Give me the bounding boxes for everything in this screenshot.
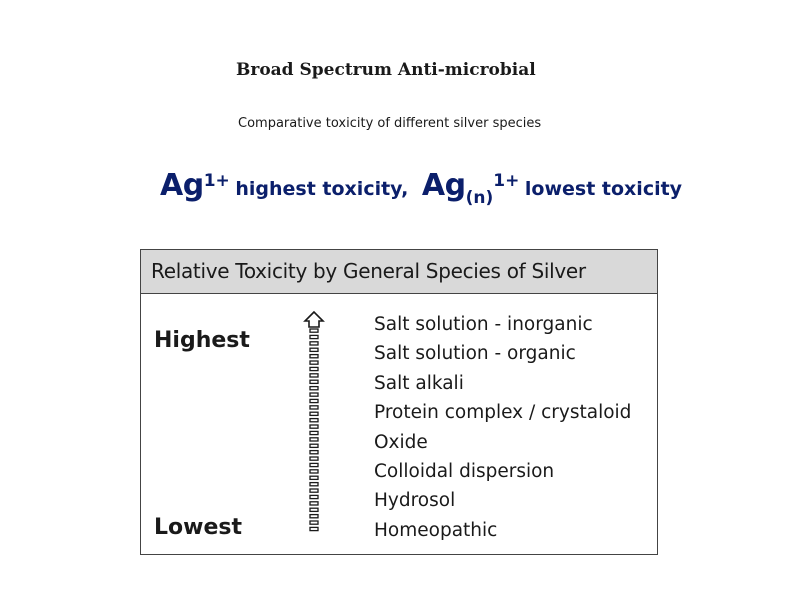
arrow-dash [309,430,319,436]
arrow-dash [309,334,319,340]
highest-toxicity-text: highest toxicity, [235,178,409,200]
arrow-dash [309,494,319,500]
arrow-dash [309,526,319,532]
arrow-dash [309,481,319,487]
arrow-dash [309,462,319,468]
arrow-dash [309,424,319,429]
arrow-dash [309,501,319,506]
silver-ion-symbol: Ag [160,168,204,203]
arrow-dash [309,417,319,423]
arrow-dash [309,520,319,525]
arrow-dash [309,328,319,333]
silver-ion-charge: 1+ [203,170,230,191]
arrow-dash [309,475,319,481]
arrow-dash [309,379,319,385]
page-subtitle: Comparative toxicity of different silver… [238,116,542,131]
silver-cluster-charge: 1+ [493,170,520,191]
arrow-dash [309,437,319,442]
lowest-label: Lowest [154,515,242,540]
arrow-dash [309,385,319,391]
arrow-dash [309,398,319,404]
arrow-dash [309,405,319,410]
arrow-dash [309,347,319,353]
list-item: Salt solution - organic [374,343,576,365]
arrow-dash [309,456,319,461]
arrow-dash [309,353,319,359]
species-list: Salt solution - inorganic Salt solution … [374,310,631,545]
arrow-dash [309,507,319,513]
arrow-dash [309,488,319,493]
silver-cluster-symbol: Ag [421,168,466,203]
list-item: Hydrosol [374,490,456,512]
list-item: Salt alkali [374,372,464,394]
arrow-dash [309,360,319,365]
arrow-dash [309,373,319,378]
arrow-dash [309,411,319,417]
list-item: Colloidal dispersion [374,460,555,482]
arrow-dash [309,366,319,372]
list-item: Homeopathic [374,519,498,541]
arrow-dash [309,513,319,519]
arrow-dash [309,341,319,346]
arrow-dash [309,449,319,455]
toxicity-table: Relative Toxicity by General Species of … [140,249,658,555]
page-title: Broad Spectrum Anti-microbial [236,60,536,80]
silver-cluster-subscript: (n) [465,188,494,209]
table-header-text: Relative Toxicity by General Species of … [151,259,586,283]
lowest-toxicity-text: lowest toxicity [524,178,683,200]
list-item: Salt solution - inorganic [374,314,593,335]
highest-label: Highest [154,328,250,353]
dashed-up-arrow-icon [303,310,325,538]
arrow-dash [309,392,319,397]
arrow-dash [309,469,319,474]
table-header: Relative Toxicity by General Species of … [141,250,657,294]
arrow-dash [309,443,319,449]
list-item: Oxide [374,431,428,453]
toxicity-headline: Ag1+ highest toxicity, Ag(n)1+ lowest to… [160,168,683,207]
list-item: Protein complex / crystaloid [374,402,632,424]
